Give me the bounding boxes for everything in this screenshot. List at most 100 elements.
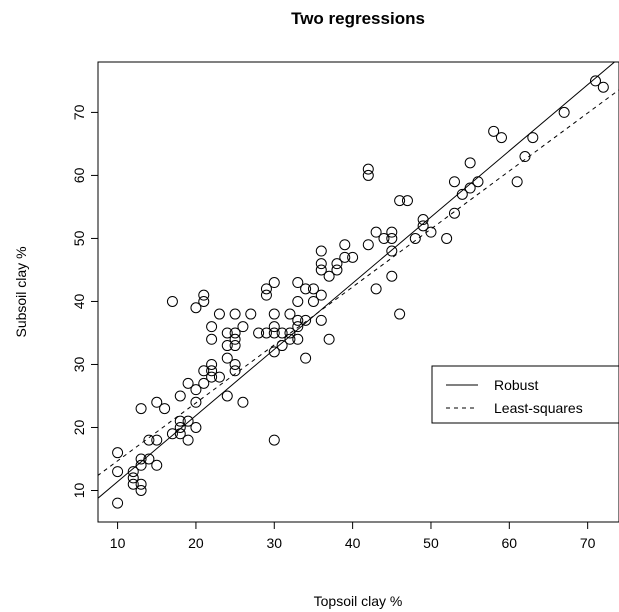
data-point [293, 296, 303, 306]
data-point [207, 322, 217, 332]
data-point [449, 177, 459, 187]
data-point [222, 391, 232, 401]
data-point [269, 309, 279, 319]
data-point [269, 435, 279, 445]
x-axis: 10 20 30 40 50 60 70 [110, 522, 596, 551]
data-point [207, 334, 217, 344]
data-point [465, 158, 475, 168]
data-point [316, 246, 326, 256]
data-point [254, 328, 264, 338]
data-point [246, 309, 256, 319]
data-point [199, 290, 209, 300]
y-tick-label: 50 [71, 230, 87, 246]
data-point [191, 422, 201, 432]
data-point [183, 435, 193, 445]
data-point [301, 284, 311, 294]
regression-line-least-squares [59, 61, 619, 504]
data-point [387, 227, 397, 237]
x-tick-label: 50 [423, 535, 439, 551]
data-point [332, 265, 342, 275]
data-point [230, 334, 240, 344]
legend: Robust Least-squares [432, 366, 619, 423]
y-tick-label: 60 [71, 167, 87, 183]
data-point [512, 177, 522, 187]
regression-lines [59, 25, 619, 531]
y-tick-label: 10 [71, 482, 87, 498]
x-tick-label: 10 [110, 535, 126, 551]
data-point [559, 107, 569, 117]
regression-line-robust [59, 25, 619, 531]
x-tick-label: 20 [188, 535, 204, 551]
data-point [152, 435, 162, 445]
y-tick-label: 20 [71, 419, 87, 435]
data-point [371, 284, 381, 294]
data-point [340, 252, 350, 262]
legend-robust-label: Robust [494, 377, 538, 393]
data-point [293, 315, 303, 325]
x-tick-label: 40 [345, 535, 361, 551]
data-point [160, 404, 170, 414]
x-tick-label: 60 [502, 535, 518, 551]
plot-frame [98, 62, 619, 522]
data-point [395, 309, 405, 319]
data-point [113, 498, 123, 508]
data-point [363, 240, 373, 250]
data-point [316, 290, 326, 300]
data-point [348, 252, 358, 262]
y-axis: 10 20 30 40 50 60 70 [71, 104, 98, 498]
data-point [230, 341, 240, 351]
data-point [191, 397, 201, 407]
data-point [175, 416, 185, 426]
data-point [473, 177, 483, 187]
x-tick-label: 70 [580, 535, 596, 551]
data-point [324, 334, 334, 344]
data-point [293, 334, 303, 344]
data-point [113, 467, 123, 477]
data-point [113, 448, 123, 458]
data-point [402, 196, 412, 206]
data-point [238, 397, 248, 407]
data-point [528, 133, 538, 143]
data-point [167, 296, 177, 306]
data-point [387, 271, 397, 281]
data-point [387, 233, 397, 243]
data-point [301, 353, 311, 363]
data-point [207, 372, 217, 382]
data-point [199, 296, 209, 306]
data-point [175, 391, 185, 401]
data-point [269, 278, 279, 288]
data-points [113, 76, 609, 508]
data-point [316, 259, 326, 269]
x-tick-label: 30 [266, 535, 282, 551]
data-point [230, 309, 240, 319]
data-point [449, 208, 459, 218]
data-point [238, 322, 248, 332]
data-point [214, 309, 224, 319]
data-point [387, 246, 397, 256]
y-axis-label: Subsoil clay % [13, 246, 29, 337]
y-tick-label: 30 [71, 356, 87, 372]
data-point [136, 479, 146, 489]
data-point [340, 240, 350, 250]
chart-title: Two regressions [291, 9, 425, 28]
data-point [230, 359, 240, 369]
data-point [136, 485, 146, 495]
y-tick-label: 40 [71, 293, 87, 309]
data-point [363, 164, 373, 174]
legend-least-squares-label: Least-squares [494, 400, 583, 416]
data-point [496, 133, 506, 143]
data-point [598, 82, 608, 92]
data-point [395, 196, 405, 206]
data-point [363, 170, 373, 180]
data-point [261, 290, 271, 300]
data-point [410, 233, 420, 243]
data-point [214, 372, 224, 382]
y-tick-label: 70 [71, 104, 87, 120]
x-axis-label: Topsoil clay % [314, 593, 403, 609]
data-point [207, 359, 217, 369]
data-point [316, 315, 326, 325]
data-point [269, 328, 279, 338]
data-point [442, 233, 452, 243]
data-point [152, 460, 162, 470]
